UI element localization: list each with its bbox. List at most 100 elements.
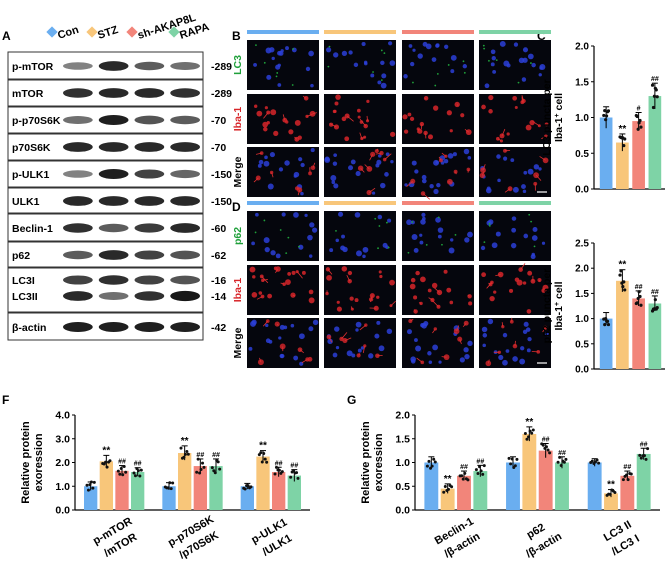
micro-nucleus <box>410 61 415 67</box>
micro-nucleus <box>332 352 338 358</box>
micro-cell <box>514 277 520 282</box>
micro-nucleus <box>335 238 340 243</box>
micro-nucleus <box>491 242 498 249</box>
data-point <box>622 280 626 284</box>
micro-nucleus <box>341 50 348 57</box>
blot-frame <box>7 187 204 214</box>
micro-cell <box>258 291 263 295</box>
micro-process <box>362 345 366 353</box>
data-point <box>655 95 659 99</box>
micro-process <box>462 322 467 328</box>
y-tick-label: 2.0 <box>395 410 410 422</box>
micro-nucleus <box>279 353 284 359</box>
data-point <box>185 450 189 454</box>
data-point <box>88 483 92 487</box>
micro-nucleus <box>268 339 273 344</box>
band-label: p-p70S6K <box>12 115 61 127</box>
micro-cell <box>446 287 452 293</box>
micro-process <box>297 189 301 196</box>
micro-cell <box>402 114 408 120</box>
micro-nucleus <box>522 189 527 194</box>
micro-cell <box>443 269 448 274</box>
micro-process <box>259 357 262 363</box>
micro-cell <box>410 277 416 283</box>
micro-nucleus <box>522 47 529 53</box>
bar <box>506 462 520 510</box>
y-tick-label: 1.0 <box>55 481 70 493</box>
bar <box>99 461 113 510</box>
data-point <box>564 457 568 461</box>
blot-band <box>63 196 93 206</box>
data-point <box>608 492 612 496</box>
band-mw: -14 <box>211 291 226 303</box>
blot-band <box>170 88 200 98</box>
data-point <box>590 459 594 463</box>
micro-cell <box>267 293 273 299</box>
data-point <box>216 460 220 464</box>
data-point <box>646 447 650 451</box>
micro-nucleus <box>381 73 387 79</box>
micro-nucleus <box>404 183 408 187</box>
bar <box>424 462 439 510</box>
data-point <box>119 467 123 471</box>
data-point <box>474 468 478 472</box>
band-label: p70S6K <box>12 142 51 154</box>
data-point <box>169 487 173 491</box>
micro-nucleus <box>341 234 346 239</box>
group-color-bar <box>247 201 319 205</box>
micro-nucleus <box>385 152 390 157</box>
bar <box>587 462 602 510</box>
micro-nucleus <box>277 83 282 87</box>
micro-cell <box>379 274 383 279</box>
micro-nucleus <box>258 159 264 165</box>
bar <box>256 456 270 510</box>
micro-cell <box>333 124 340 130</box>
significance-mark: ** <box>259 441 267 452</box>
data-point <box>623 288 627 292</box>
data-point <box>133 474 137 478</box>
micro-cell <box>256 110 263 117</box>
data-point <box>124 470 128 474</box>
micro-puncta <box>276 72 279 74</box>
micro-nucleus <box>389 60 396 66</box>
micro-nucleus <box>356 250 362 257</box>
micro-cell <box>262 121 269 128</box>
micro-nucleus <box>375 163 380 168</box>
bar <box>162 486 176 510</box>
micro-nucleus <box>271 56 275 61</box>
micro-puncta <box>263 61 266 64</box>
micro-cell <box>449 300 454 305</box>
micro-puncta <box>533 245 536 248</box>
micro-nucleus <box>374 333 380 339</box>
micro-cell <box>501 324 505 329</box>
micro-cell <box>354 298 359 303</box>
data-point <box>139 468 143 472</box>
y-axis-label-part: cell <box>553 281 565 302</box>
micro-tile <box>247 211 319 261</box>
micro-process <box>359 132 363 139</box>
micro-process <box>482 164 486 171</box>
data-point <box>556 460 560 464</box>
micro-puncta <box>255 44 257 46</box>
micro-puncta <box>463 71 466 74</box>
bar <box>636 453 651 510</box>
data-point <box>637 290 641 294</box>
data-point <box>198 471 202 475</box>
micro-cell <box>481 272 487 278</box>
micro-cell <box>359 120 364 124</box>
y-tick-label: 3.0 <box>55 433 70 445</box>
micro-nucleus <box>521 77 527 82</box>
significance-mark: ## <box>476 458 484 465</box>
data-point <box>168 481 172 485</box>
micro-nucleus <box>448 247 455 254</box>
micro-nucleus <box>491 55 496 61</box>
data-point <box>651 105 656 110</box>
micro-process <box>359 324 367 331</box>
data-point <box>183 452 187 456</box>
micro-puncta <box>377 247 379 250</box>
micro-process <box>504 188 511 193</box>
micro-puncta <box>437 216 440 219</box>
blot-band <box>98 142 129 152</box>
micro-puncta <box>292 48 294 50</box>
data-point <box>546 448 550 452</box>
